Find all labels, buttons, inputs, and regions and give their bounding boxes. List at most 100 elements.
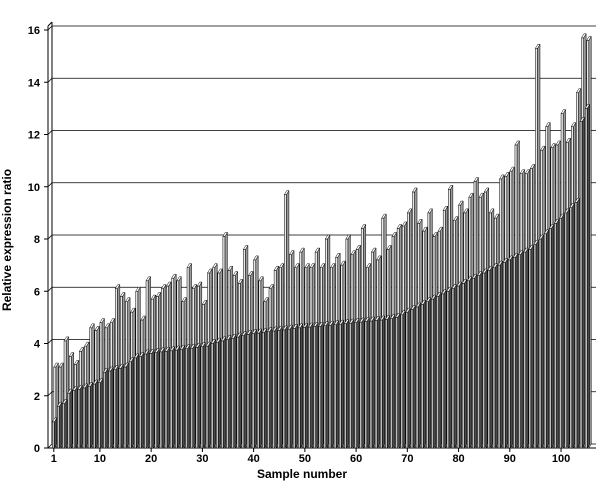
bar-front-39 <box>246 329 252 449</box>
bar-front-74 <box>425 296 432 449</box>
bar-front-31 <box>205 341 211 449</box>
bar-front-13 <box>113 364 119 449</box>
bar-front-81 <box>461 278 468 449</box>
bar-front-11 <box>103 367 109 449</box>
bar-front-51 <box>308 322 314 449</box>
bar-front-91 <box>512 252 519 449</box>
gridline-wall <box>47 182 53 188</box>
bar-front-76 <box>436 291 442 449</box>
bar-front-43 <box>267 326 273 449</box>
y-tick-label: 2 <box>34 391 40 403</box>
bar-front-44 <box>272 326 278 449</box>
bar-front-92 <box>518 249 524 449</box>
bar-front-103 <box>574 197 580 449</box>
bar-front-62 <box>364 316 370 449</box>
x-tick-label: 40 <box>247 453 259 465</box>
gridline-wall <box>47 391 53 397</box>
bar-front-21 <box>154 347 160 449</box>
bar-front-82 <box>466 275 473 449</box>
bar-front-7 <box>82 383 88 449</box>
bar-front-14 <box>118 363 124 449</box>
bar-front-85 <box>482 268 488 449</box>
bar-front-26 <box>179 344 186 449</box>
bar-front-5 <box>72 385 78 449</box>
x-tick-label: 100 <box>552 453 570 465</box>
bar-front-89 <box>502 257 509 449</box>
bar-front-47 <box>287 324 293 449</box>
bar-front-99 <box>553 218 560 449</box>
bar-front-2 <box>56 401 63 449</box>
y-tick-label: 4 <box>34 339 41 351</box>
bar-front-23 <box>164 346 170 449</box>
bar-front-54 <box>323 320 329 449</box>
gridline-wall <box>47 130 53 135</box>
x-tick-label: 10 <box>94 453 106 465</box>
bar-front-17 <box>133 352 140 449</box>
bar-front-78 <box>446 286 452 449</box>
bar-front-66 <box>384 314 391 449</box>
bar-front-10 <box>97 377 104 449</box>
bar-front-57 <box>338 319 345 449</box>
x-tick-label: 1 <box>51 453 57 465</box>
bar-front-73 <box>420 299 427 449</box>
bar-front-71 <box>410 304 416 449</box>
bar-front-94 <box>528 244 534 449</box>
bar-front-12 <box>108 366 114 449</box>
bar-front-80 <box>456 281 463 449</box>
bar-front-61 <box>359 317 365 449</box>
bar-front-55 <box>328 320 334 449</box>
bar-front-101 <box>564 207 570 449</box>
bar-front-59 <box>348 318 355 449</box>
bar-front-8 <box>87 381 94 449</box>
bar-front-72 <box>415 302 422 449</box>
bar-front-37 <box>236 332 242 449</box>
bar-front-16 <box>128 356 135 449</box>
x-axis-title: Sample number <box>257 467 347 481</box>
x-tick-label: 60 <box>350 453 362 465</box>
x-tick-label: 90 <box>504 453 516 465</box>
bar-front-100 <box>559 213 565 449</box>
bar-front-6 <box>77 384 83 449</box>
bar-front-40 <box>251 328 258 449</box>
bar-front-86 <box>487 265 493 449</box>
x-tick-label: 20 <box>145 453 157 465</box>
bar-front-38 <box>241 330 247 449</box>
bar-front-20 <box>149 348 155 449</box>
y-tick-label: 10 <box>28 182 40 194</box>
bar-front-53 <box>318 321 324 449</box>
bar-front-50 <box>302 322 309 449</box>
bar-front-102 <box>569 202 575 449</box>
bar-front-69 <box>400 309 406 449</box>
bar-front-104 <box>579 116 586 449</box>
x-axis: 1 10 20 30 40 50 60 70 80 90 100 <box>51 448 570 465</box>
bar-front-52 <box>313 321 319 449</box>
bar-front-19 <box>144 349 150 449</box>
bar-front-33 <box>215 337 222 449</box>
gridline-wall <box>47 286 53 292</box>
bar-front-88 <box>497 260 504 449</box>
y-tick-label: 6 <box>34 286 40 298</box>
bar-front-1 <box>51 416 58 449</box>
bar-front-58 <box>343 318 350 449</box>
x-tick-label: 50 <box>299 453 311 465</box>
bar-front-24 <box>169 345 176 449</box>
bar-front-42 <box>261 327 268 449</box>
bar-front-18 <box>138 351 145 449</box>
bar-front-77 <box>441 288 447 449</box>
bar-front-48 <box>292 323 299 449</box>
y-tick-label: 8 <box>34 234 40 246</box>
y-tick-label: 12 <box>28 130 40 142</box>
bar-front-35 <box>226 334 232 449</box>
bar-front-32 <box>210 338 217 449</box>
bar-front-84 <box>477 270 483 449</box>
y-axis: 0 2 4 6 8 10 12 14 16 <box>28 25 48 455</box>
bar-front-22 <box>159 346 165 449</box>
bar-front-70 <box>405 307 411 449</box>
bar-front-30 <box>200 341 206 449</box>
bars <box>51 32 592 449</box>
bar-front-60 <box>354 317 360 449</box>
bar-front-95 <box>533 239 539 449</box>
bar-front-4 <box>67 388 73 449</box>
bar-front-67 <box>389 313 396 449</box>
